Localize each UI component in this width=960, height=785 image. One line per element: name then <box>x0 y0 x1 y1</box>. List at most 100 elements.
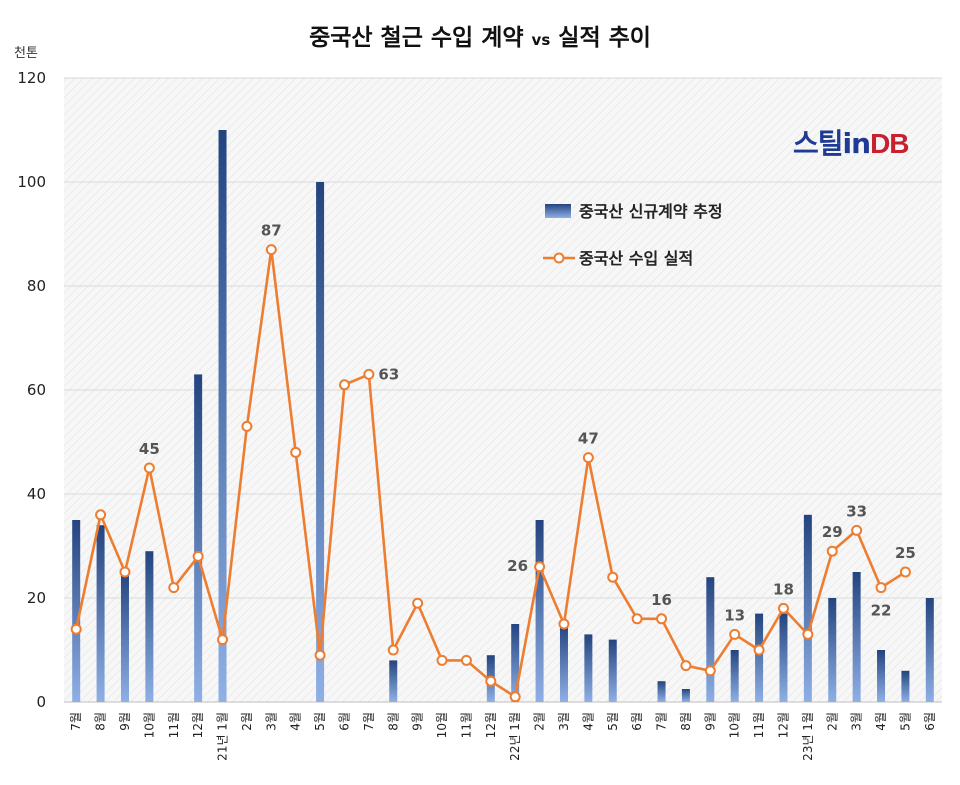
line-point-import <box>119 566 131 578</box>
x-tick-label: 23년 1월 <box>801 712 815 761</box>
line-point-import <box>338 379 350 391</box>
x-tick-label: 8월 <box>386 712 400 731</box>
legend-label-import: 중국산 수입 실적 <box>579 249 693 268</box>
x-tick-label: 11월 <box>167 712 181 738</box>
data-label: 16 <box>651 591 672 609</box>
bar-contract <box>730 650 739 702</box>
x-tick-label: 12월 <box>776 712 790 738</box>
x-tick-label: 12월 <box>191 712 205 738</box>
x-tick-label: 22년 1월 <box>508 712 522 761</box>
bar-contract <box>72 520 81 702</box>
line-point-import <box>899 566 911 578</box>
x-tick-label: 2월 <box>825 712 839 731</box>
x-tick-label: 5월 <box>606 712 620 731</box>
line-point-import <box>704 665 716 677</box>
x-tick-label: 7월 <box>655 712 669 731</box>
line-point-import <box>95 509 107 521</box>
x-tick-label: 21년 1월 <box>216 712 230 761</box>
bar-contract <box>803 514 812 702</box>
line-point-import <box>777 602 789 614</box>
line-point-import <box>485 675 497 687</box>
x-tick-label: 2월 <box>533 712 547 731</box>
x-tick-label: 9월 <box>118 712 132 731</box>
x-tick-label: 4월 <box>874 712 888 731</box>
data-label: 33 <box>846 502 867 520</box>
x-tick-label: 9월 <box>703 712 717 731</box>
x-tick-label: 10월 <box>435 712 449 738</box>
x-tick-label: 5월 <box>898 712 912 731</box>
line-point-import <box>436 654 448 666</box>
x-tick-label: 3월 <box>557 712 571 731</box>
data-label: 45 <box>139 440 160 458</box>
bar-contract <box>901 670 910 702</box>
line-point-import <box>168 582 180 594</box>
data-label: 47 <box>578 430 599 448</box>
x-tick-label: 4월 <box>581 712 595 731</box>
line-point-import <box>582 452 594 464</box>
data-label: 18 <box>773 580 794 598</box>
y-tick-label: 100 <box>17 173 46 191</box>
y-tick-label: 80 <box>27 277 46 295</box>
bar-contract <box>755 613 764 702</box>
data-label: 22 <box>871 602 892 620</box>
line-point-import <box>290 446 302 458</box>
y-axis-unit: 천톤 <box>14 46 38 61</box>
legend-swatch-import-marker <box>553 252 565 264</box>
bar-contract <box>535 520 544 702</box>
bar-contract <box>389 660 398 702</box>
bar-contract <box>828 598 837 702</box>
steelindb-logo: 스틸inDB <box>793 122 910 162</box>
bar-contract <box>584 634 593 702</box>
line-point-import <box>314 649 326 661</box>
line-point-import <box>680 660 692 672</box>
x-tick-label: 3월 <box>264 712 278 731</box>
x-tick-label: 10월 <box>728 712 742 738</box>
line-point-import <box>802 628 814 640</box>
chart-title-main: 중국산 철근 수입 계약 <box>309 25 524 51</box>
bar-contract <box>145 551 154 702</box>
line-point-import <box>753 644 765 656</box>
bar-contract <box>877 650 886 702</box>
y-tick-label: 40 <box>27 485 46 503</box>
line-point-import <box>534 561 546 573</box>
bar-contract <box>511 624 520 702</box>
line-point-import <box>826 545 838 557</box>
x-tick-label: 12월 <box>484 712 498 738</box>
x-tick-label: 5월 <box>313 712 327 731</box>
bar-contract <box>316 182 325 702</box>
y-tick-label: 20 <box>27 589 46 607</box>
bar-contract <box>608 639 617 702</box>
line-point-import <box>192 550 204 562</box>
legend-swatch-contract <box>545 204 571 218</box>
data-label: 25 <box>895 544 916 562</box>
x-tick-label: 7월 <box>69 712 83 731</box>
chart-title-vs: vs <box>531 31 551 49</box>
x-tick-label: 10월 <box>142 712 156 738</box>
line-point-import <box>412 597 424 609</box>
line-point-import <box>143 462 155 474</box>
chart-title: 중국산 철근 수입 계약 vs 실적 추이 <box>0 18 960 52</box>
line-point-import <box>729 628 741 640</box>
line-point-import <box>607 571 619 583</box>
bar-contract <box>779 613 788 702</box>
line-point-import <box>875 582 887 594</box>
bar-contract <box>120 572 129 702</box>
logo-part-1: 스틸 <box>793 127 844 160</box>
line-point-import <box>851 524 863 536</box>
y-tick-label: 120 <box>17 69 46 87</box>
legend-label-contract: 중국산 신규계약 추정 <box>579 202 723 221</box>
bar-contract <box>559 624 568 702</box>
line-point-import <box>631 613 643 625</box>
line-point-import <box>509 691 521 703</box>
x-tick-label: 11월 <box>752 712 766 738</box>
line-point-import <box>656 613 668 625</box>
y-tick-label: 0 <box>36 693 46 711</box>
bar-contract <box>681 689 690 702</box>
x-tick-label: 6월 <box>630 712 644 731</box>
bar-contract <box>194 374 203 702</box>
bar-contract <box>657 681 666 702</box>
x-tick-label: 11월 <box>459 712 473 738</box>
line-point-import <box>241 420 253 432</box>
x-tick-label: 9월 <box>411 712 425 731</box>
